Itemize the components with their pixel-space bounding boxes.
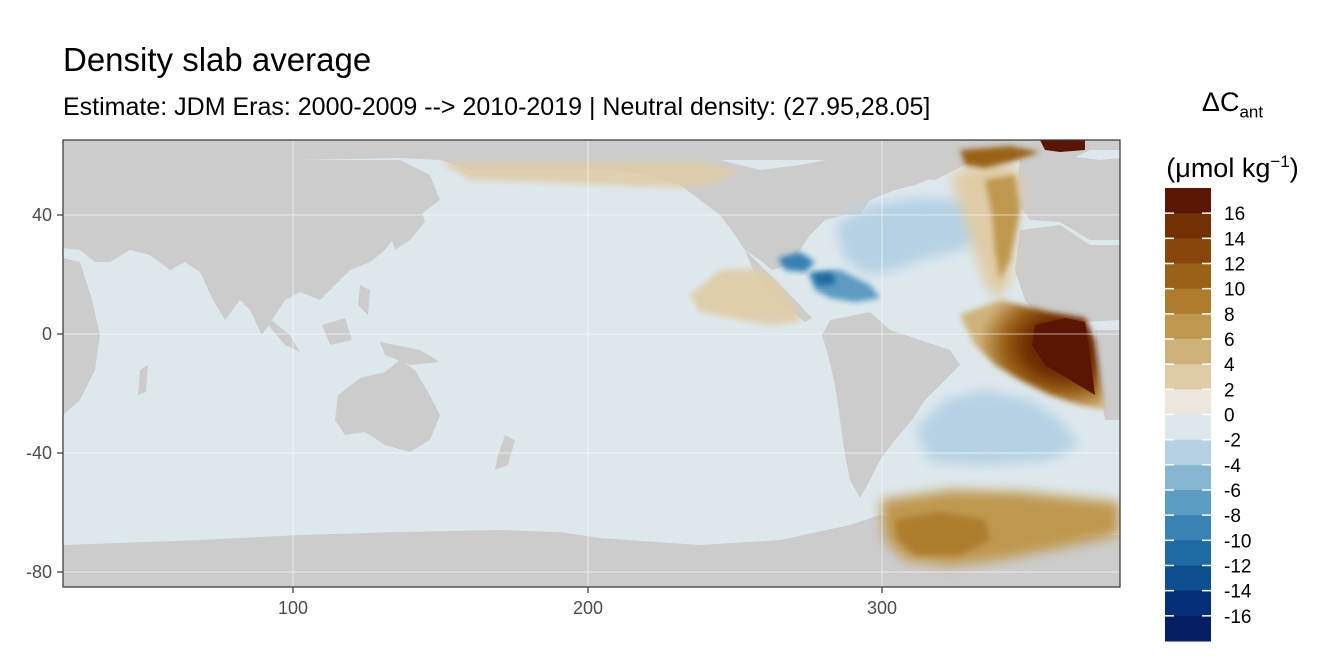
anomaly-north-pacific — [440, 162, 740, 188]
y-tick-label: 40 — [32, 205, 52, 225]
land-asia — [63, 160, 440, 335]
land-south-america — [822, 312, 960, 498]
land-antarctica — [63, 515, 1120, 587]
legend-title-main: ΔC — [1201, 87, 1240, 117]
legend-label: -16 — [1224, 607, 1251, 628]
legend-label: 16 — [1224, 204, 1245, 225]
anomaly-nordic-core — [1040, 140, 1085, 152]
land-borneo — [322, 318, 352, 345]
legend-label: 14 — [1224, 229, 1246, 250]
legend-swatch — [1165, 615, 1211, 642]
anomaly-weddell-core — [895, 512, 990, 555]
anomaly-eastern-pacific — [690, 268, 800, 325]
legend-labels: 16 14 12 10 8 6 4 2 0 -2 -4 -6 -8 -10 -12 -14 -16 — [1224, 204, 1252, 628]
land-africa-east — [63, 258, 100, 415]
anomaly-greenland-sea — [960, 146, 1040, 168]
legend-swatch — [1165, 263, 1211, 290]
anomaly-north-atlantic-mid — [985, 175, 1020, 280]
legend-swatch — [1165, 288, 1211, 315]
land-japan — [392, 205, 425, 250]
legend-label: -10 — [1224, 531, 1251, 552]
y-tick-label: -40 — [26, 443, 52, 463]
anomaly-gulf-of-mexico — [778, 252, 815, 272]
y-axis: 40 0 -40 -80 — [26, 205, 63, 582]
legend-label: 0 — [1224, 406, 1235, 427]
legend-label: 4 — [1224, 355, 1235, 376]
legend-swatch — [1165, 439, 1211, 466]
legend-swatch — [1165, 238, 1211, 264]
legend-label: -8 — [1224, 506, 1241, 527]
legend-title: ΔCant (μmol kg−1) — [1150, 84, 1315, 186]
legend-swatch — [1165, 389, 1211, 415]
legend-label: 8 — [1224, 305, 1235, 326]
legend-colorbar — [1165, 188, 1211, 642]
anomaly-layer — [440, 140, 1120, 566]
panel-border — [62, 139, 1121, 588]
land-madagascar — [138, 365, 148, 395]
land-europe — [1015, 155, 1120, 240]
land-new-guinea — [380, 342, 440, 365]
legend-swatch — [1165, 540, 1211, 566]
anomaly-guinea-core — [1032, 318, 1095, 395]
x-tick-label: 300 — [867, 598, 897, 618]
anomaly-caribbean-core — [812, 272, 836, 286]
graticule — [63, 140, 1120, 587]
land-australia — [335, 360, 440, 452]
legend-swatch — [1165, 313, 1211, 340]
x-tick-label: 200 — [573, 598, 603, 618]
legend-swatch — [1165, 565, 1211, 592]
legend-label: -2 — [1224, 431, 1241, 452]
legend-title-unit: (μmol kg−1) — [1150, 144, 1315, 186]
legend-label: 2 — [1224, 380, 1235, 401]
legend-label: -4 — [1224, 456, 1241, 477]
legend-label: 12 — [1224, 255, 1245, 276]
y-tick-label: 0 — [42, 324, 52, 344]
x-axis: 100 200 300 — [278, 587, 897, 618]
legend-label: 10 — [1224, 280, 1245, 301]
legend-label: 6 — [1224, 330, 1235, 351]
legend-label: -14 — [1224, 582, 1252, 603]
legend-unit-sup: −1 — [1270, 152, 1290, 172]
land-greenland — [880, 145, 975, 180]
legend-swatch — [1165, 490, 1211, 516]
legend-swatch — [1165, 414, 1211, 441]
legend-title-variable: ΔCant — [1150, 84, 1315, 130]
legend-swatch — [1165, 590, 1211, 617]
land-eurasia-north — [63, 140, 1120, 170]
chart-subtitle: Estimate: JDM Eras: 2000-2009 --> 2010-2… — [63, 93, 931, 121]
anomaly-nw-atlantic — [835, 198, 1000, 275]
legend-unit-suffix: ) — [1289, 153, 1299, 184]
legend-swatch — [1165, 515, 1211, 541]
legend-swatch — [1165, 364, 1211, 390]
legend-unit-prefix: (μmol kg — [1166, 153, 1271, 184]
legend-swatch — [1165, 464, 1211, 491]
legend-swatch — [1165, 188, 1211, 214]
x-tick-label: 100 — [278, 598, 308, 618]
legend-swatch — [1165, 339, 1211, 365]
legend-title-sub: ant — [1239, 102, 1264, 122]
land-africa-west — [1015, 225, 1120, 322]
anomaly-argentine-basin — [915, 390, 1080, 465]
legend-swatch — [1165, 213, 1211, 239]
y-tick-label: -80 — [26, 562, 52, 582]
chart-title: Density slab average — [63, 41, 372, 78]
legend-label: -12 — [1224, 557, 1251, 578]
map-panel — [63, 140, 1120, 587]
land-philippines — [358, 285, 370, 315]
legend-label: -6 — [1224, 481, 1241, 502]
